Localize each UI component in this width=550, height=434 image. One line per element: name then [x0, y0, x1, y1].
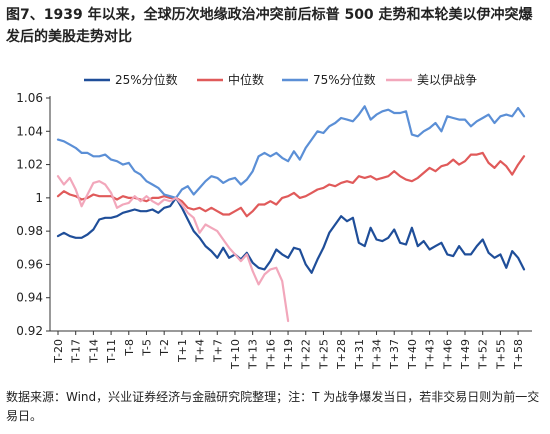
x-tick-label: T+19 [282, 339, 295, 370]
x-tick-label: T+22 [300, 339, 313, 370]
x-tick-label: T+10 [229, 339, 242, 370]
x-tick-label: T+46 [441, 339, 454, 370]
plot-area [56, 105, 526, 323]
y-tick-label: 1.04 [16, 124, 43, 138]
legend-label-3: 75%分位数 [313, 72, 376, 87]
x-tick-label: T+55 [494, 339, 507, 370]
x-tick-label: T+1 [176, 339, 189, 363]
x-tick-label: T+49 [459, 339, 472, 370]
chart-title: 图7、1939 年以来，全球历次地缘政治冲突前后标普 500 走势和本轮美以伊冲… [6, 7, 533, 45]
y-tick-label: 0.96 [16, 257, 43, 271]
series-line-1 [56, 196, 526, 274]
y-tick-label: 1 [35, 191, 43, 205]
chart-axes: 0.92 0.94 0.96 0.98 1 1.02 1.04 1.06 T-20 T-17 T-1… [16, 91, 532, 370]
source-note: 数据来源：Wind，兴业证券经济与金融研究院整理；注：T 为战争爆发当日，若非交… [6, 390, 540, 423]
x-tick-label: T+31 [353, 339, 366, 370]
y-tick-label: 1.06 [16, 91, 43, 105]
x-tick-label: T+34 [371, 339, 384, 370]
x-tick-label: T+13 [247, 339, 260, 370]
legend-label-2: 中位数 [228, 72, 264, 87]
x-tick-label: T-17 [70, 339, 83, 364]
chart-legend: 25%分位数 中位数 75%分位数 美以伊战争 [84, 72, 477, 87]
series-line-4 [56, 175, 290, 323]
series-line-3 [56, 105, 526, 199]
x-tick-label: T-14 [87, 339, 100, 364]
y-tick-label: 0.98 [16, 224, 43, 238]
legend-label-1: 25%分位数 [115, 72, 178, 87]
x-tick-label: T-11 [105, 339, 118, 364]
x-tick-label: T-2 [158, 339, 171, 357]
x-tick-label: T+16 [264, 339, 277, 370]
x-tick-label: T+52 [477, 339, 490, 370]
x-tick-label: T+40 [406, 339, 419, 370]
y-tick-label: 1.02 [16, 158, 43, 172]
x-tick-label: T+28 [335, 339, 348, 370]
x-tick-label: T+25 [317, 339, 330, 370]
x-tick-label: T+43 [424, 339, 437, 370]
y-tick-label: 0.94 [16, 291, 43, 305]
x-tick-label: T+4 [194, 339, 207, 363]
x-tick-label: T+7 [211, 339, 224, 363]
x-tick-label: T+58 [512, 339, 525, 370]
line-chart: 25%分位数 中位数 75%分位数 美以伊战争 0.92 0.94 0.96 0.98 1 1.… [16, 72, 532, 370]
x-tick-label: T+37 [388, 339, 401, 370]
x-tick-label: T-8 [123, 339, 136, 357]
legend-label-4: 美以伊战争 [417, 73, 477, 87]
y-tick-label: 0.92 [16, 324, 43, 338]
x-tick-label: T-20 [52, 339, 65, 364]
x-tick-label: T-5 [140, 339, 153, 357]
